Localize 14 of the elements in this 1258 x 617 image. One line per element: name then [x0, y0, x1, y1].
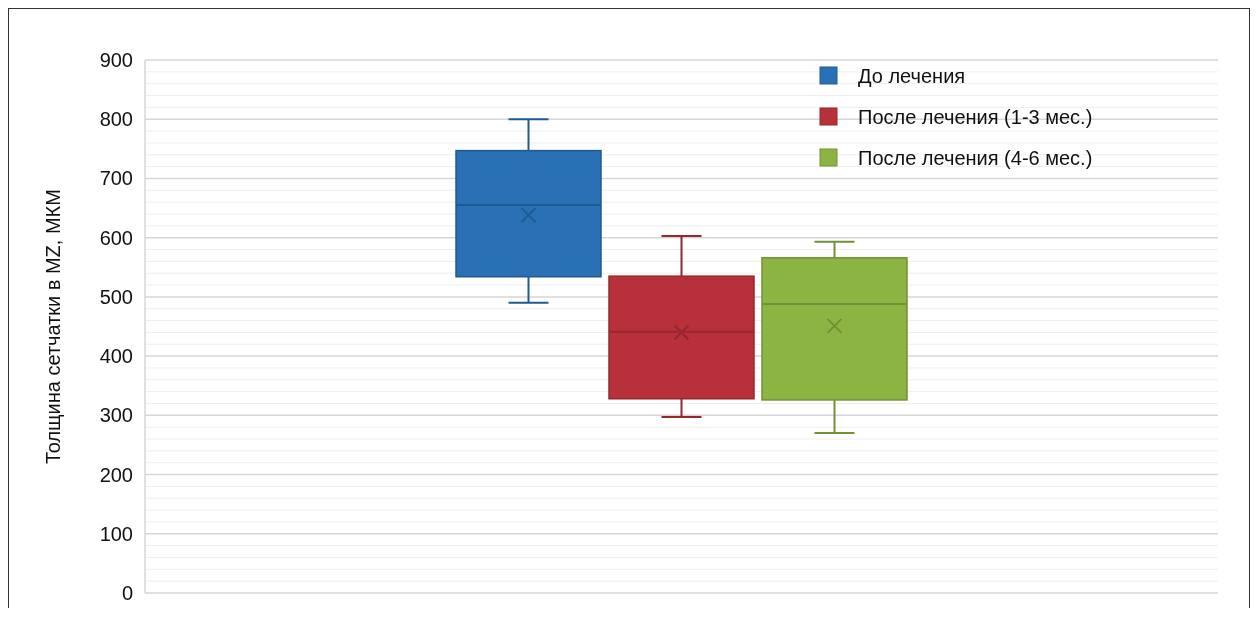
- y-tick-label: 700: [99, 167, 133, 190]
- legend-label: После лечения (4-6 мес.): [858, 147, 1093, 169]
- legend-label: После лечения (1-3 мес.): [858, 106, 1093, 128]
- y-tick-label: 400: [99, 345, 133, 368]
- y-tick-label: 200: [99, 463, 133, 486]
- y-axis-title: Толщина сетчатки в MZ, МКМ: [42, 189, 64, 464]
- y-tick-label: 100: [99, 522, 133, 545]
- y-tick-label: 800: [99, 108, 133, 131]
- legend-label: До лечения: [858, 65, 966, 87]
- y-tick-label: 600: [99, 226, 133, 249]
- y-tick-label: 0: [121, 582, 133, 604]
- y-tick-label: 500: [99, 285, 133, 308]
- y-tick-label: 300: [99, 404, 133, 427]
- y-tick-label: 900: [99, 49, 133, 71]
